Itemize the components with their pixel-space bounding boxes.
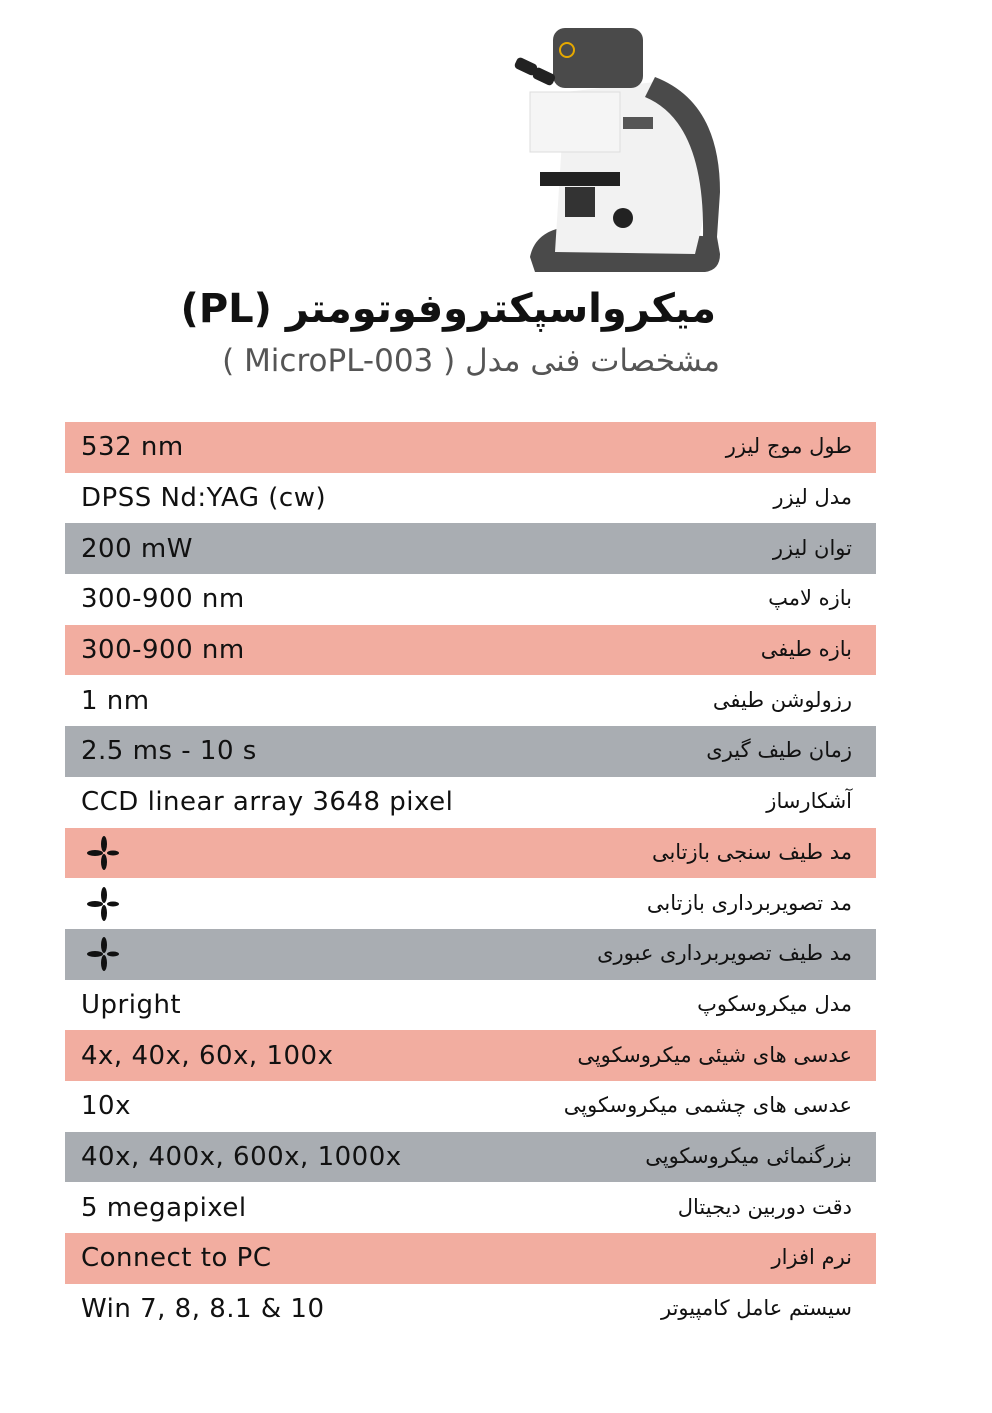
spec-row: 1 nm رزولوشن طیفی — [65, 675, 876, 727]
spec-row: 40x, 400x, 600x, 1000x بزرگنمائی میکروسکو… — [65, 1131, 876, 1183]
spec-label: دقت دوربین دیجیتال — [677, 1194, 852, 1219]
microscope-image — [514, 28, 720, 272]
check-star-icon — [87, 835, 121, 870]
spec-value: 1 nm — [81, 685, 150, 716]
spec-value: 4x, 40x, 60x, 100x — [81, 1040, 334, 1071]
spec-row: 200 mW توان لیزر — [65, 523, 876, 575]
spec-label: مد تصویربرداری بازتابی — [646, 890, 852, 915]
spec-value: 532 nm — [81, 432, 184, 463]
spec-row: 2.5 ms - 10 s زمان طیف گیری — [65, 726, 876, 777]
spec-label: مدل میکروسکوپ — [697, 991, 852, 1016]
check-star-icon — [87, 937, 121, 972]
spec-row: DPSS Nd:YAG (cw) مدل لیزر — [65, 472, 876, 524]
spec-row: مد طیف سنجی بازتابی — [65, 827, 876, 879]
spec-label: زمان طیف گیری — [706, 738, 852, 763]
spec-label: طول موج لیزر — [725, 434, 852, 459]
spec-label: بازه لامپ — [768, 586, 852, 611]
spec-value: DPSS Nd:YAG (cw) — [81, 483, 327, 514]
spec-value: 200 mW — [81, 533, 193, 564]
spec-label: آشکارساز — [766, 788, 852, 813]
spec-row: Win 7, 8, 8.1 & 10 سیستم عامل کامپیوتر — [65, 1283, 876, 1335]
spec-label: عدسی های شیئی میکروسکوپی — [577, 1042, 852, 1067]
spec-value: 10x — [81, 1091, 131, 1122]
spec-row: 532 nm طول موج لیزر — [65, 422, 876, 473]
spec-value: 40x, 400x, 600x, 1000x — [81, 1141, 402, 1172]
spec-value: Connect to PC — [81, 1243, 272, 1274]
spec-row: 10x عدسی های چشمی میکروسکوپی — [65, 1080, 876, 1132]
spec-value: 300-900 nm — [81, 635, 245, 666]
spec-row: 300-900 nm بازه لامپ — [65, 574, 876, 625]
spec-label: مد طیف تصویربرداری عبوری — [597, 941, 852, 966]
spec-label: رزولوشن طیفی — [712, 687, 852, 712]
spec-value: Upright — [81, 989, 182, 1020]
spec-row: Upright مدل میکروسکوپ — [65, 979, 876, 1031]
spec-row: مد تصویربرداری بازتابی — [65, 878, 876, 929]
spec-row: CCD linear array 3648 pixel آشکارساز — [65, 776, 876, 828]
check-star-icon — [87, 886, 121, 921]
spec-row: مد طیف تصویربرداری عبوری — [65, 928, 876, 980]
spec-label: بزرگنمائی میکروسکوپی — [645, 1143, 852, 1168]
spec-value: Win 7, 8, 8.1 & 10 — [81, 1294, 325, 1325]
spec-value: CCD linear array 3648 pixel — [81, 787, 454, 818]
spec-row: Connect to PC نرم افزار — [65, 1233, 876, 1284]
spec-label: مد طیف سنجی بازتابی — [651, 839, 852, 864]
spec-row: 300-900 nm بازه طیفی — [65, 624, 876, 676]
spec-row: 4x, 40x, 60x, 100x عدسی های شیئی میکروسکو… — [65, 1030, 876, 1081]
spec-label: بازه طیفی — [760, 636, 852, 661]
spec-label: نرم افزار — [771, 1245, 852, 1270]
spec-label: سیستم عامل کامپیوتر — [660, 1295, 852, 1320]
spec-label: توان لیزر — [772, 535, 852, 560]
spec-value: 5 megapixel — [81, 1192, 247, 1223]
spec-label: مدل لیزر — [773, 484, 852, 509]
spec-table: 532 nm طول موج لیزر DPSS Nd:YAG (cw) مدل لی… — [65, 422, 876, 1335]
spec-label: عدسی های چشمی میکروسکوپی — [563, 1093, 852, 1118]
page-title: میکرواسپکتروفوتومتر (PL) — [180, 286, 716, 332]
spec-value: 2.5 ms - 10 s — [81, 736, 257, 767]
page-subtitle: مشخصات فنی مدل ( MicroPL-003 ) — [222, 343, 720, 379]
spec-value: 300-900 nm — [81, 584, 245, 615]
spec-row: 5 megapixel دقت دوربین دیجیتال — [65, 1182, 876, 1233]
